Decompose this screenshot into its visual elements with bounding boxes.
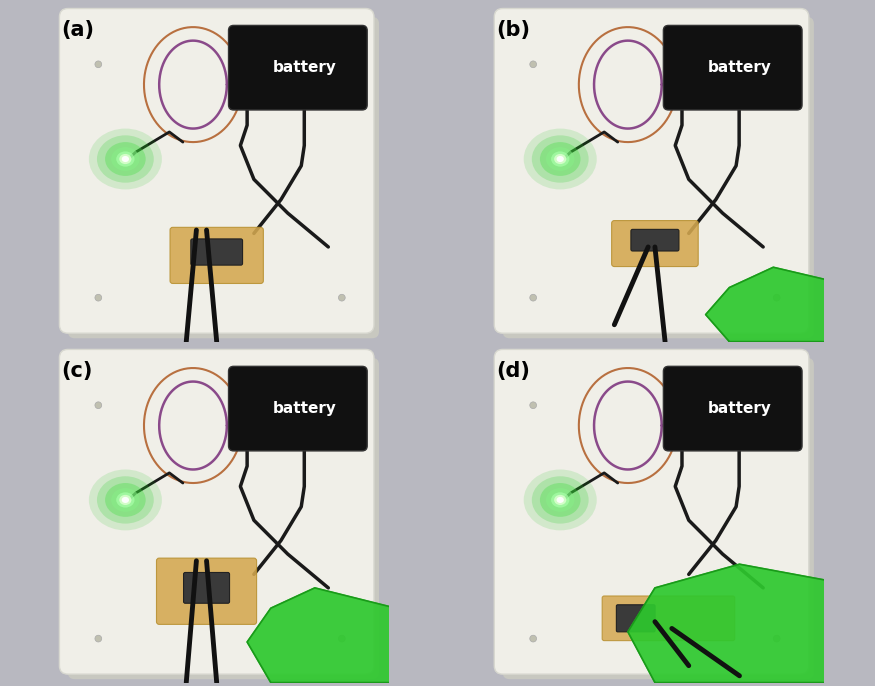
Ellipse shape (111, 488, 140, 512)
Ellipse shape (122, 156, 129, 162)
FancyBboxPatch shape (157, 558, 256, 624)
Ellipse shape (89, 469, 162, 530)
FancyBboxPatch shape (503, 17, 814, 338)
Ellipse shape (89, 128, 162, 189)
Ellipse shape (524, 128, 597, 189)
FancyBboxPatch shape (663, 25, 802, 110)
FancyBboxPatch shape (60, 8, 374, 333)
Ellipse shape (532, 476, 589, 523)
Ellipse shape (540, 142, 580, 176)
Text: battery: battery (708, 60, 772, 75)
Circle shape (339, 294, 346, 301)
Circle shape (529, 402, 536, 409)
Circle shape (94, 294, 102, 301)
FancyBboxPatch shape (503, 358, 814, 679)
Ellipse shape (524, 469, 597, 530)
FancyBboxPatch shape (494, 8, 808, 333)
Ellipse shape (556, 497, 564, 503)
Ellipse shape (97, 135, 154, 182)
Text: (d): (d) (496, 362, 530, 381)
Ellipse shape (119, 495, 131, 505)
FancyBboxPatch shape (602, 596, 735, 641)
Polygon shape (247, 588, 396, 683)
Ellipse shape (111, 147, 140, 171)
FancyBboxPatch shape (631, 229, 679, 251)
Circle shape (94, 635, 102, 642)
Circle shape (529, 635, 536, 642)
Ellipse shape (116, 152, 135, 167)
FancyBboxPatch shape (616, 605, 655, 632)
FancyBboxPatch shape (663, 366, 802, 451)
Ellipse shape (546, 147, 574, 171)
Text: (a): (a) (61, 21, 94, 40)
Text: battery: battery (273, 401, 337, 416)
Ellipse shape (546, 488, 574, 512)
FancyBboxPatch shape (494, 349, 808, 674)
Circle shape (94, 61, 102, 68)
Circle shape (529, 294, 536, 301)
Circle shape (774, 635, 780, 642)
Ellipse shape (97, 476, 154, 523)
Circle shape (339, 402, 346, 409)
Text: (b): (b) (496, 21, 530, 40)
Ellipse shape (105, 142, 145, 176)
Ellipse shape (551, 493, 570, 508)
Circle shape (774, 294, 780, 301)
FancyBboxPatch shape (170, 227, 263, 283)
FancyBboxPatch shape (184, 573, 229, 603)
Ellipse shape (122, 497, 129, 503)
FancyBboxPatch shape (68, 358, 379, 679)
FancyBboxPatch shape (191, 239, 242, 265)
Polygon shape (628, 564, 830, 683)
Ellipse shape (554, 154, 566, 164)
Circle shape (529, 61, 536, 68)
Text: (c): (c) (61, 362, 93, 381)
FancyBboxPatch shape (228, 25, 368, 110)
Circle shape (339, 61, 346, 68)
Ellipse shape (554, 495, 566, 505)
Circle shape (94, 402, 102, 409)
FancyBboxPatch shape (228, 366, 368, 451)
Ellipse shape (556, 156, 564, 162)
Ellipse shape (119, 154, 131, 164)
Ellipse shape (532, 135, 589, 182)
Ellipse shape (551, 152, 570, 167)
FancyBboxPatch shape (68, 17, 379, 338)
Circle shape (774, 61, 780, 68)
Ellipse shape (540, 483, 580, 517)
Polygon shape (705, 268, 830, 342)
FancyBboxPatch shape (60, 349, 374, 674)
Ellipse shape (116, 493, 135, 508)
Ellipse shape (105, 483, 145, 517)
FancyBboxPatch shape (612, 221, 698, 267)
Circle shape (339, 635, 346, 642)
Text: battery: battery (273, 60, 337, 75)
Circle shape (774, 402, 780, 409)
Text: battery: battery (708, 401, 772, 416)
